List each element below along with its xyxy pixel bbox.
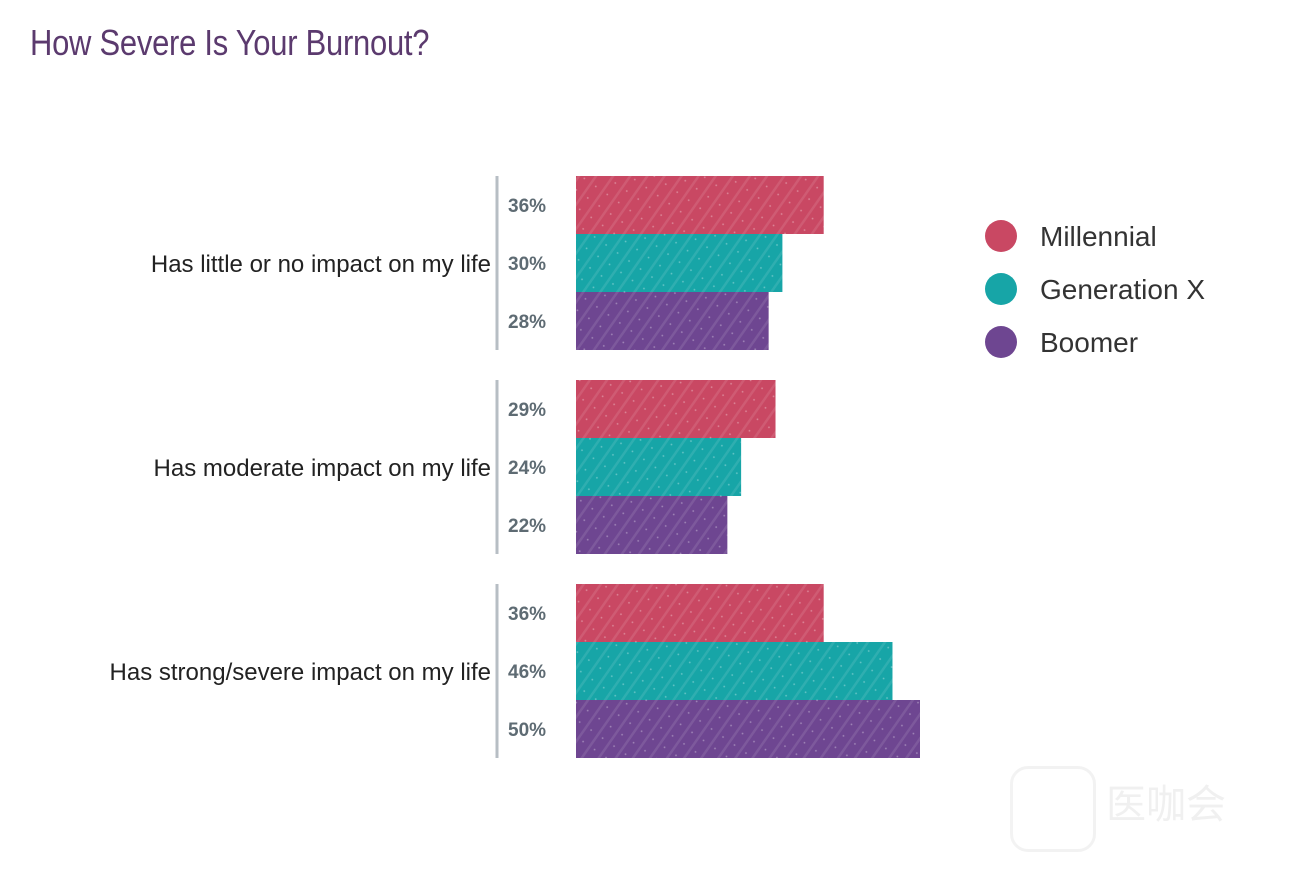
category-label: Has little or no impact on my life <box>151 251 491 278</box>
value-label: 28% <box>508 312 546 333</box>
legend-label: Generation X <box>1040 274 1205 305</box>
value-label: 30% <box>508 254 546 275</box>
watermark-logo: 医咖会 <box>1010 762 1260 852</box>
bar-texture <box>576 496 728 554</box>
value-label: 29% <box>508 400 546 421</box>
watermark-text: 医咖会 <box>1106 782 1226 828</box>
bar-texture <box>576 380 776 438</box>
bar-texture <box>576 176 824 234</box>
value-label: 24% <box>508 458 546 479</box>
legend-swatch <box>985 326 1017 358</box>
category-label: Has moderate impact on my life <box>154 455 491 482</box>
value-label: 22% <box>508 516 546 537</box>
bar-texture <box>576 292 769 350</box>
legend-swatch <box>985 273 1017 305</box>
bar-texture <box>576 234 783 292</box>
category-label: Has strong/severe impact on my life <box>110 659 491 686</box>
chart-title: How Severe Is Your Burnout? <box>30 22 430 63</box>
legend-swatch <box>985 220 1017 252</box>
value-label: 50% <box>508 720 546 741</box>
bar-texture <box>576 642 893 700</box>
bar-texture <box>576 584 824 642</box>
value-label: 36% <box>508 196 546 217</box>
bar-texture <box>576 438 742 496</box>
legend: Millennial Generation X Boomer <box>985 220 1205 358</box>
value-label: 46% <box>508 662 546 683</box>
watermark-icon <box>1010 766 1096 852</box>
bar-texture <box>576 700 920 758</box>
value-label: 36% <box>508 604 546 625</box>
labels: Has little or no impact on my life 36% 30%… <box>110 196 547 741</box>
bars <box>576 176 920 758</box>
legend-label: Millennial <box>1040 221 1157 252</box>
legend-label: Boomer <box>1040 327 1138 358</box>
